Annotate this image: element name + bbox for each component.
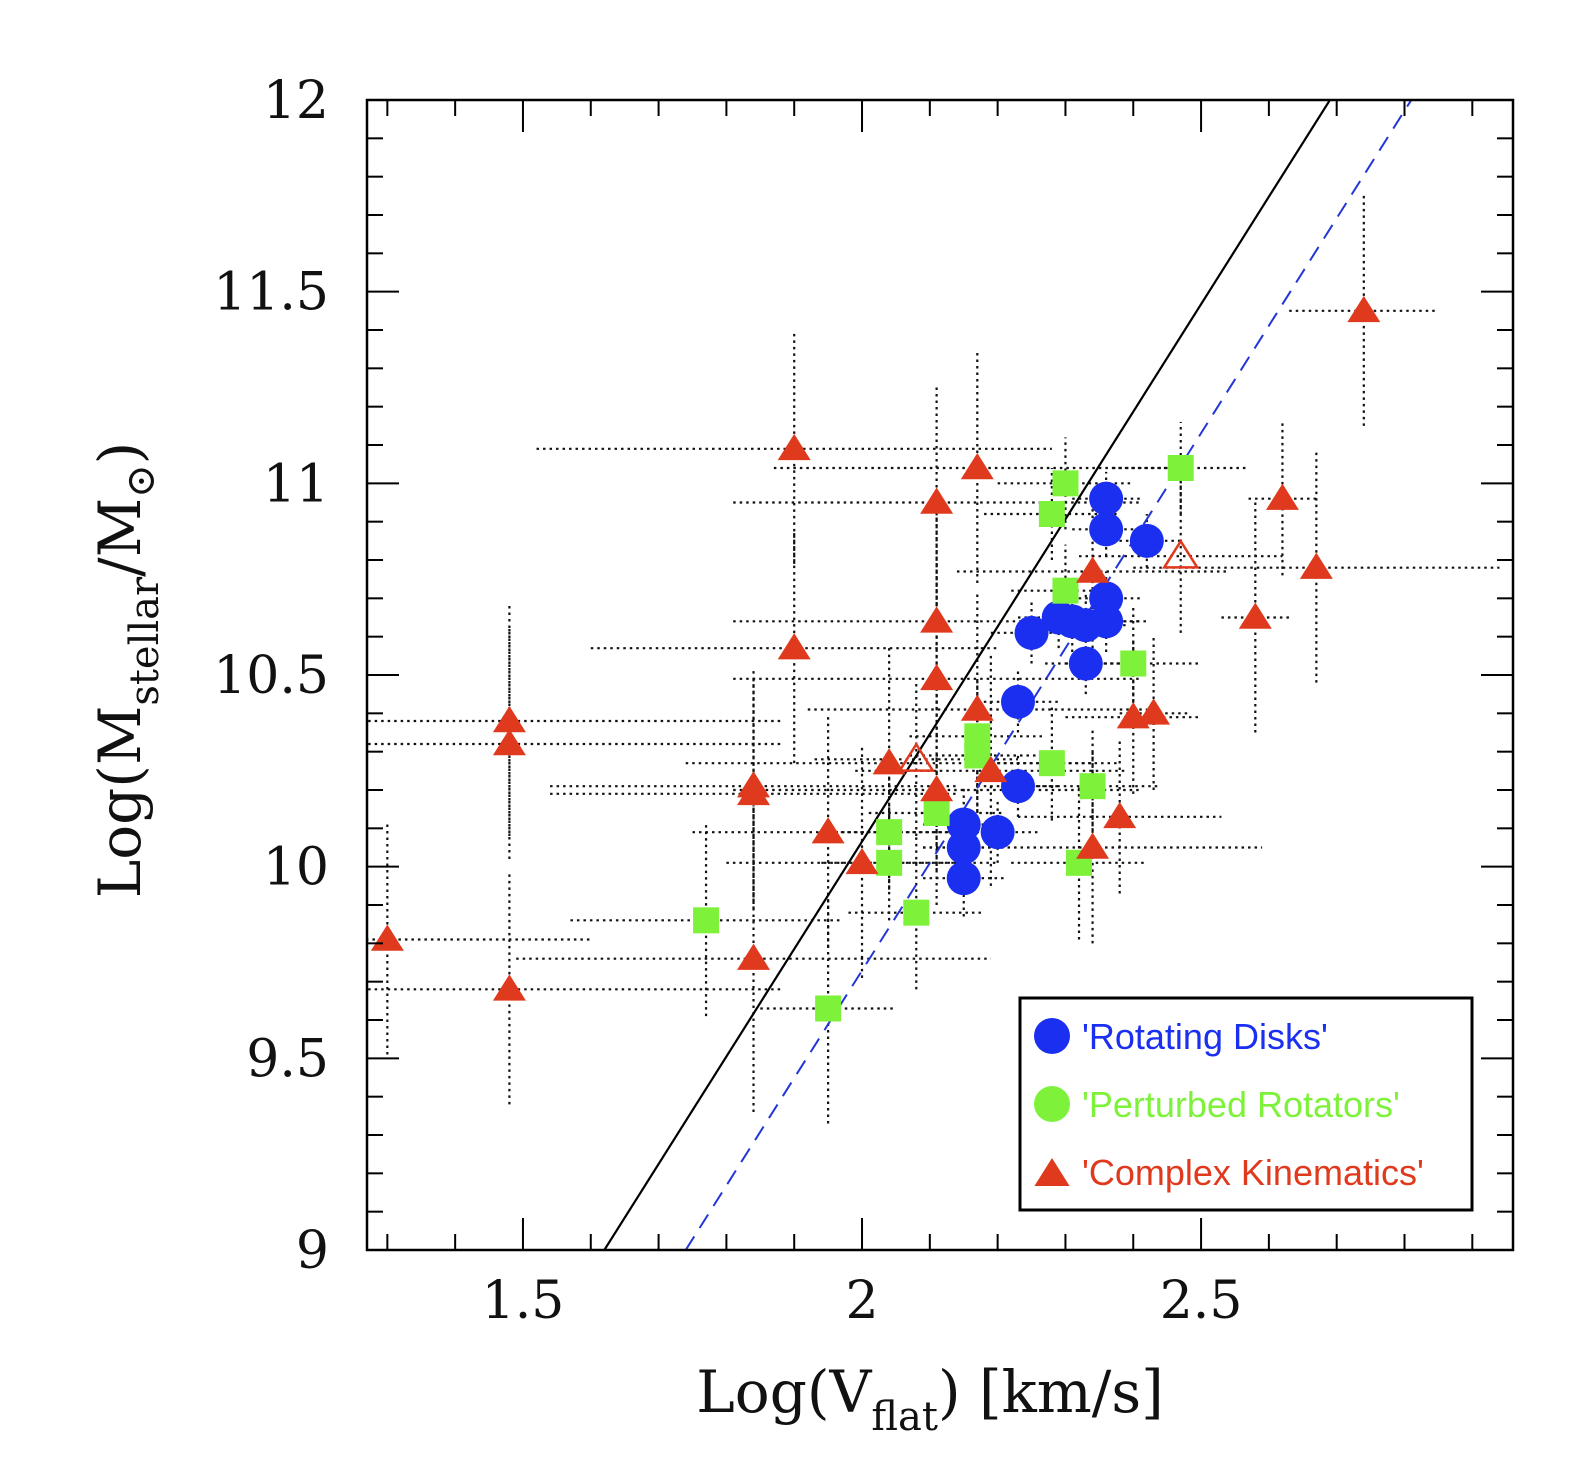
perturbed-rotator-point	[1120, 650, 1147, 677]
y-tick-label: 11.5	[213, 263, 329, 323]
complex-kinematics-point	[492, 706, 526, 733]
open-triangle-point	[897, 741, 936, 772]
x-axis-title-main: Log(V	[696, 1358, 872, 1426]
legend-label: 'Complex Kinematics'	[1082, 1152, 1424, 1193]
legend: 'Rotating Disks' 'Perturbed Rotators' 'Com…	[1018, 996, 1474, 1212]
perturbed-rotator-point	[923, 800, 950, 826]
perturbed-rotator-point	[876, 849, 903, 876]
complex-kinematics-point	[1238, 602, 1272, 629]
errorbar-layer	[367, 195, 1500, 1124]
y-tick-label: 12	[263, 71, 329, 131]
complex-kinematics-point	[1265, 483, 1299, 510]
legend-marker	[1034, 1018, 1070, 1054]
complex-kinematics-point	[1347, 295, 1381, 323]
perturbed-rotator-point	[815, 995, 842, 1022]
complex-kinematics-point	[777, 633, 811, 660]
complex-kinematics-point	[960, 453, 994, 480]
complex-kinematics-point	[737, 943, 771, 970]
perturbed-rotator-point	[1079, 773, 1106, 800]
marker-layer	[370, 295, 1381, 1022]
y-axis-title: Log(Mstellar/M⊙)	[86, 442, 168, 899]
axes: 1.5 2 2.5 9 9.5 10 10.5 11 11.5 12	[213, 71, 1515, 1331]
legend-marker	[1034, 1158, 1070, 1186]
complex-kinematics-point	[1076, 832, 1110, 859]
rotating-disk-point	[1089, 512, 1124, 547]
complex-kinematics-point	[492, 974, 526, 1001]
rotating-disk-point	[946, 861, 981, 896]
complex-kinematics-point	[1116, 702, 1150, 729]
perturbed-rotator-point	[1167, 455, 1194, 481]
rotating-disk-point	[1000, 769, 1035, 804]
legend-label: 'Rotating Disks'	[1082, 1016, 1328, 1057]
x-axis-title: Log(Vflat) [km/s]	[696, 1358, 1163, 1440]
rotating-disk-point	[1089, 481, 1124, 516]
x-tick-label: 1.5	[482, 1271, 565, 1331]
y-tick-label: 9	[296, 1221, 329, 1281]
complex-kinematics-point	[920, 487, 954, 514]
perturbed-rotator-point	[693, 907, 720, 934]
rotating-disk-point	[980, 815, 1015, 850]
complex-kinematics-point	[1076, 556, 1110, 583]
complex-kinematics-point	[1299, 552, 1333, 579]
y-axis-title-tail: /M	[86, 498, 154, 577]
perturbed-rotator-point	[1038, 750, 1065, 777]
x-tick-label: 2.5	[1160, 1271, 1243, 1331]
complex-kinematics-point	[872, 748, 906, 775]
complex-kinematics-point	[920, 775, 954, 802]
complex-kinematics-point	[920, 663, 954, 691]
rotating-disk-point	[1014, 615, 1049, 650]
complex-kinematics-point	[974, 755, 1008, 783]
complex-kinematics-point	[492, 729, 526, 756]
x-axis-title-sub: flat	[871, 1394, 938, 1440]
y-tick-label: 9.5	[246, 1029, 329, 1089]
complex-kinematics-point	[777, 433, 811, 461]
y-axis-title-main: Log(M	[86, 706, 154, 899]
rotating-disk-point	[1129, 523, 1164, 558]
complex-kinematics-point	[920, 606, 954, 633]
perturbed-rotator-point	[876, 819, 903, 846]
legend-marker	[1034, 1086, 1070, 1122]
legend-box	[1018, 996, 1474, 1212]
perturbed-rotator-point	[1052, 577, 1079, 604]
y-tick-label: 10.5	[213, 646, 329, 706]
rotating-disk-point	[946, 830, 981, 865]
perturbed-rotator-point	[903, 899, 930, 926]
dashed-fit-line	[684, 100, 1413, 1250]
complex-kinematics-point	[845, 847, 879, 875]
rotating-disk-point	[1089, 604, 1124, 639]
complex-kinematics-point	[370, 924, 404, 951]
open-triangle-point	[1161, 538, 1200, 569]
y-axis-title-sub: stellar	[122, 576, 168, 706]
complex-kinematics-point	[811, 817, 845, 844]
legend-label: 'Perturbed Rotators'	[1082, 1084, 1400, 1125]
complex-kinematics-point	[960, 694, 994, 721]
y-axis-title-sun: ⊙	[118, 464, 164, 498]
perturbed-rotator-point	[1038, 501, 1065, 527]
solid-fit-line	[603, 100, 1331, 1250]
x-axis-title-tail: ) [km/s]	[938, 1358, 1164, 1426]
rotating-disk-point	[1000, 684, 1035, 719]
y-tick-label: 11	[263, 454, 329, 514]
fit-lines-layer	[603, 100, 1413, 1250]
perturbed-rotator-point	[1052, 470, 1079, 497]
complex-kinematics-point	[1103, 801, 1137, 829]
y-tick-label: 10	[263, 838, 329, 898]
complex-kinematics-point	[1137, 698, 1171, 725]
y-axis-title-close: )	[86, 442, 154, 465]
complex-kinematics-point	[737, 778, 771, 806]
x-tick-label: 2	[845, 1271, 878, 1331]
rotating-disk-point	[1068, 646, 1103, 681]
